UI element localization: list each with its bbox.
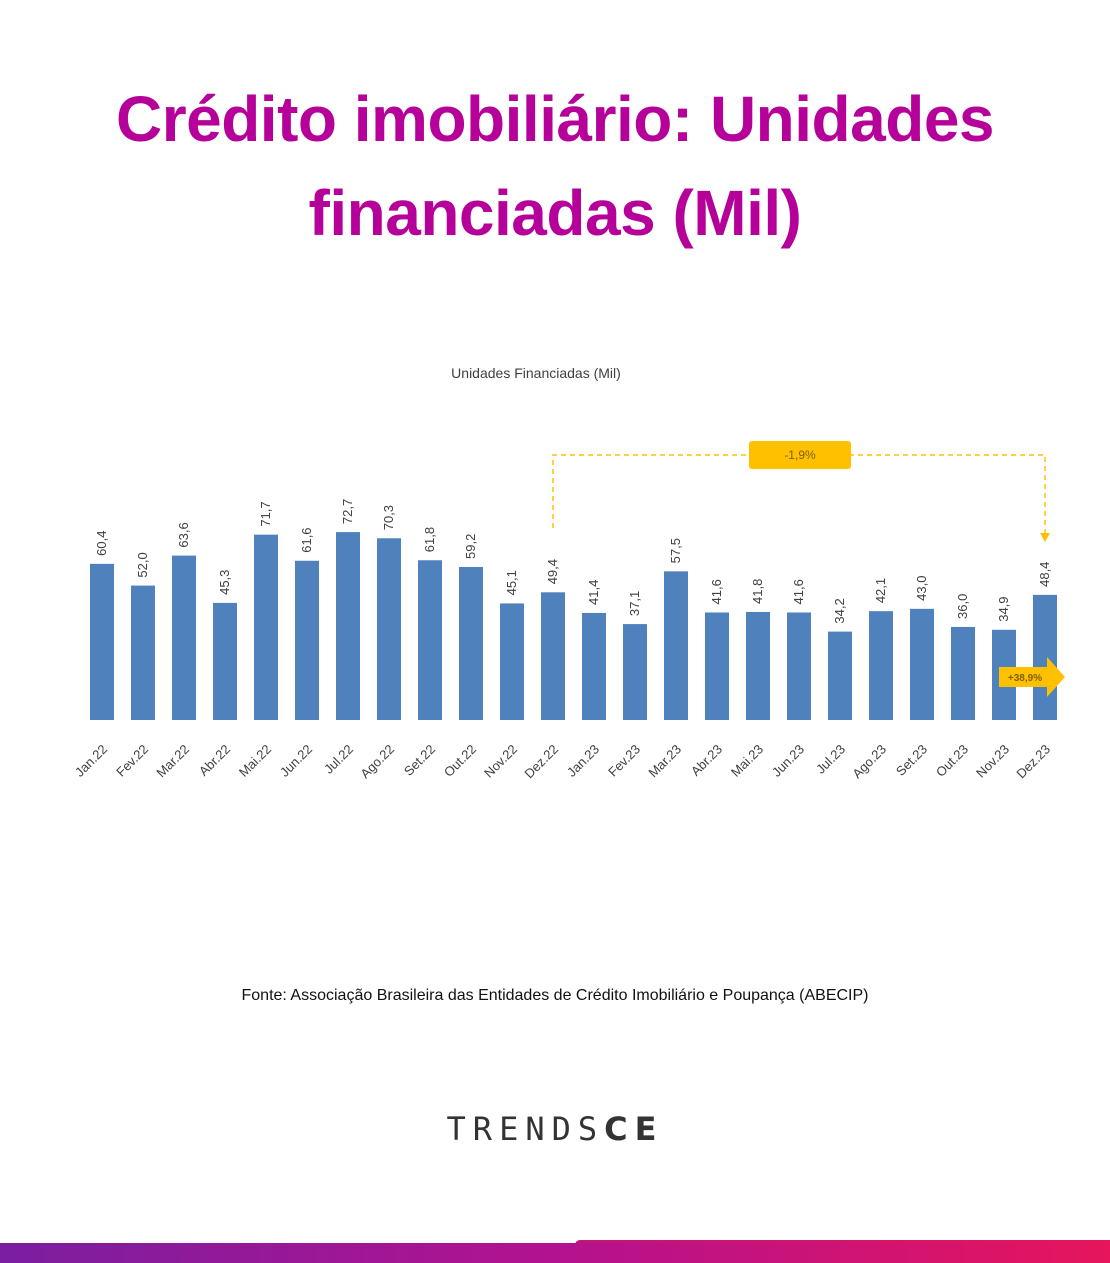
category-label-Jan.22: Jan.22 [72,742,110,780]
bar-Out.22 [459,566,483,720]
bar-Mai.23 [746,611,770,720]
bar-chart: Unidades Financiadas (Mil) 60,4 52,0 63,6 4… [72,365,1065,782]
headline-line-1: Crédito imobiliário: Unidades [115,83,995,155]
category-label-Set.23: Set.23 [893,742,930,779]
category-label-Nov.23: Nov.23 [973,742,1012,781]
category-label-Out.23: Out.23 [933,742,971,780]
category-label-Ago.22: Ago.22 [357,742,397,782]
category-label-Mai.22: Mai.22 [236,742,274,780]
logo-part-trends: TRENDS [446,1110,605,1148]
bar-Jan.22 [90,563,114,720]
bar-Mai.22 [254,534,278,720]
bar-Dez.23 [1033,594,1057,720]
category-label-Fev.23: Fev.23 [605,742,643,780]
source-note: Fonte: Associação Brasileira das Entidad… [241,987,869,1004]
value-label-Set.22: 61,8 [422,527,437,552]
category-label-Fev.22: Fev.22 [113,742,151,780]
category-label-Jul.23: Jul.23 [813,742,848,777]
category-label-Nov.22: Nov.22 [481,742,520,781]
value-label-Abr.22: 45,3 [217,570,232,595]
category-label-Abr.23: Abr.23 [688,742,725,779]
category-label-Dez.22: Dez.22 [521,742,561,782]
value-label-Dez.23: 48,4 [1037,562,1052,587]
category-label-Out.22: Out.22 [441,742,479,780]
value-label-Jun.22: 61,6 [299,527,314,552]
value-label-Out.22: 59,2 [463,534,478,559]
category-label-Abr.22: Abr.22 [196,742,233,779]
value-label-Jul.23: 34,2 [832,598,847,623]
bar-Ago.22 [377,538,401,720]
bar-Mar.22 [172,555,196,720]
category-labels-layer: Jan.22 Fev.22 Mar.22 Abr.22 Mai.22 Jun.22 Jul.… [72,742,1053,782]
category-label-Mar.22: Mar.22 [153,742,192,781]
value-label-Set.23: 43,0 [914,576,929,601]
value-label-Jul.22: 72,7 [340,499,355,524]
bars-layer [90,532,1057,720]
bottom-gradient-bar [0,1243,1110,1263]
logo-part-ce: CE [604,1110,664,1148]
mom-change-label: +38,9% [1008,673,1042,684]
trendsce-logo: TRENDSCE [0,1110,1110,1148]
value-label-Jan.23: 41,4 [586,580,601,605]
bar-Out.23 [951,626,975,720]
category-label-Jul.22: Jul.22 [321,742,356,777]
value-label-Ago.22: 70,3 [381,505,396,530]
category-label-Dez.23: Dez.23 [1013,742,1053,782]
category-label-Mar.23: Mar.23 [645,742,684,781]
bar-Fev.23 [623,624,647,720]
category-label-Jun.22: Jun.22 [277,742,315,780]
yoy-change-label: -1,9% [784,448,816,462]
value-label-Dez.22: 49,4 [545,559,560,584]
bar-Fev.22 [131,585,155,720]
bar-Set.22 [418,560,442,720]
value-label-Mai.23: 41,8 [750,579,765,604]
chart-title: Unidades Financiadas (Mil) [451,365,621,381]
yoy-change-box [749,441,851,469]
bar-Abr.22 [213,602,237,720]
value-label-Ago.23: 42,1 [873,578,888,603]
bar-Jan.23 [582,612,606,720]
annotation-layer: -1,9% +38,9% [552,441,1065,697]
change-bracket-arrowhead [1040,533,1050,542]
value-label-Mai.22: 71,7 [258,501,273,526]
bar-Jul.22 [336,532,360,720]
bar-Mar.23 [664,571,688,720]
value-label-Mar.22: 63,6 [176,522,191,547]
bar-Nov.22 [500,603,524,720]
value-label-Fev.23: 37,1 [627,591,642,616]
value-label-Jun.23: 41,6 [791,579,806,604]
headline-line-2: financiadas (Mil) [308,177,802,249]
bar-Ago.23 [869,611,893,720]
category-label-Mai.23: Mai.23 [728,742,766,780]
value-label-Nov.23: 34,9 [996,596,1011,621]
bar-Jun.22 [295,560,319,720]
value-label-Jan.22: 60,4 [94,531,109,556]
value-label-Nov.22: 45,1 [504,570,519,595]
mom-change-arrow [999,657,1065,697]
bar-Abr.23 [705,612,729,720]
bar-Set.23 [910,608,934,720]
bar-Dez.22 [541,592,565,720]
bottom-bar-notch [575,1240,1110,1245]
bar-Jul.23 [828,631,852,720]
value-label-Mar.23: 57,5 [668,538,683,563]
value-labels-layer: 60,4 52,0 63,6 45,3 71,7 61,6 72,7 70,3 61,8 59,2… [94,499,1052,624]
page-headline: Crédito imobiliário: Unidades financiada… [0,72,1110,260]
category-label-Set.22: Set.22 [401,742,438,779]
value-label-Out.23: 36,0 [955,594,970,619]
category-label-Jan.23: Jan.23 [564,742,602,780]
value-label-Abr.23: 41,6 [709,579,724,604]
category-label-Jun.23: Jun.23 [769,742,807,780]
bar-Jun.23 [787,612,811,720]
category-label-Ago.23: Ago.23 [849,742,889,782]
value-label-Fev.22: 52,0 [135,552,150,577]
